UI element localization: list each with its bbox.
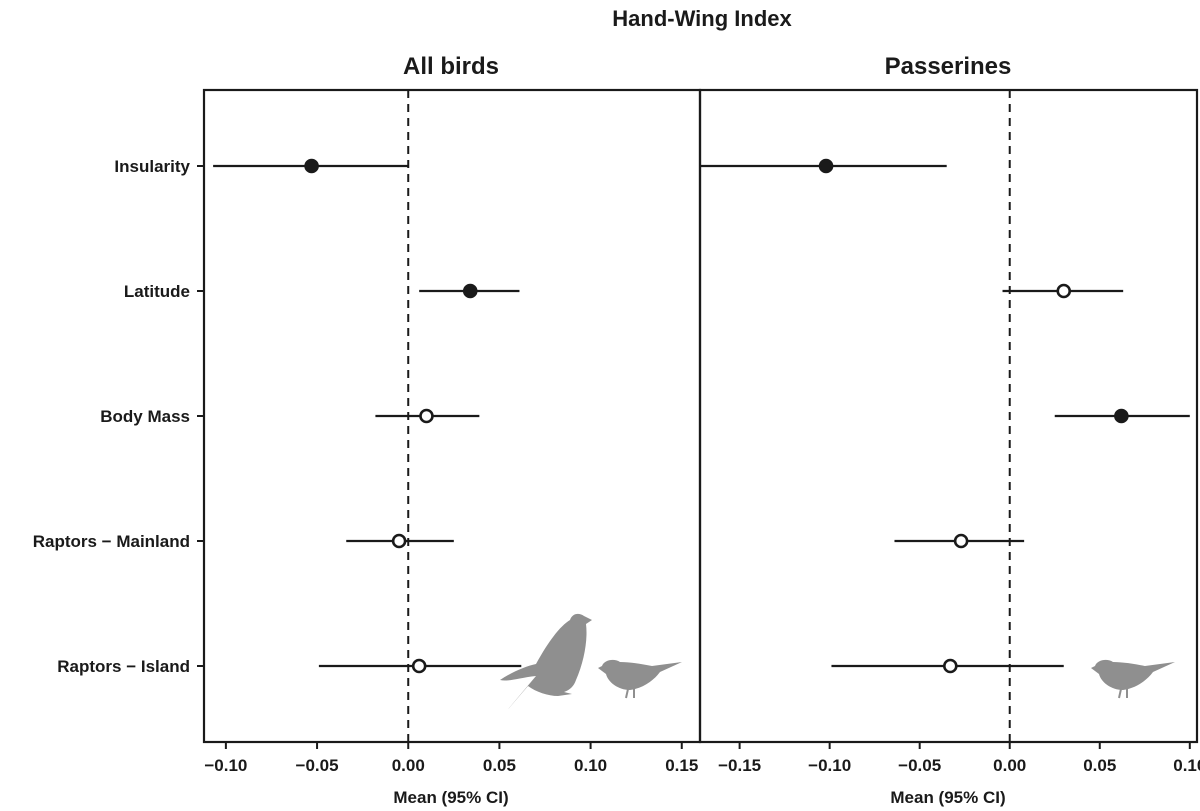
point-estimate-open bbox=[419, 408, 434, 424]
panel-frame bbox=[698, 88, 1199, 744]
songbird-silhouette bbox=[1091, 659, 1175, 699]
x-tick-label: 0.00 bbox=[392, 756, 425, 775]
songbird-body bbox=[1091, 659, 1175, 690]
x-tick-label: 0.05 bbox=[1083, 756, 1116, 775]
panel-passerines: Passerines Mean (95% CI) −0.15 −0.10 −0.05… bbox=[698, 53, 1200, 807]
songbird-silhouette bbox=[598, 659, 682, 699]
point-estimate-filled bbox=[818, 158, 834, 174]
x-tick-label: −0.05 bbox=[296, 756, 339, 775]
point-estimate-open bbox=[411, 658, 427, 674]
panel-title-all-birds: All birds bbox=[403, 53, 499, 80]
x-tick-label: −0.15 bbox=[718, 756, 761, 775]
x-tick-label: −0.10 bbox=[204, 756, 247, 775]
point-estimate-filled bbox=[1114, 408, 1129, 424]
point-estimate-open bbox=[391, 533, 407, 549]
songbird-leg bbox=[625, 688, 629, 699]
category-label: Raptors − Mainland bbox=[33, 532, 190, 551]
point-estimate-filled bbox=[462, 283, 478, 299]
x-axis-label-passerines: Mean (95% CI) bbox=[890, 788, 1005, 807]
point-estimate-open bbox=[1056, 283, 1072, 299]
x-tick-label: 0.15 bbox=[665, 756, 698, 775]
category-labels: Insularity Latitude Body Mass Raptors − Mai… bbox=[33, 157, 204, 676]
panel-title-passerines: Passerines bbox=[885, 53, 1012, 80]
panel-all-birds: All birds Mean (95% CI) −0.10 −0.05 0.00 0.… bbox=[202, 53, 702, 807]
point-estimate-filled bbox=[304, 158, 319, 174]
category-label: Insularity bbox=[114, 157, 190, 176]
x-tick-label: −0.05 bbox=[898, 756, 941, 775]
category-label: Latitude bbox=[124, 282, 190, 301]
point-estimate-open bbox=[953, 533, 969, 549]
x-tick-label: 0.10 bbox=[1173, 756, 1200, 775]
point-estimate-open bbox=[943, 658, 958, 674]
category-label: Body Mass bbox=[100, 407, 190, 426]
category-label: Raptors − Island bbox=[57, 657, 190, 676]
x-tick-label: 0.00 bbox=[993, 756, 1026, 775]
songbird-leg bbox=[1118, 688, 1122, 699]
chart-title: Hand-Wing Index bbox=[612, 6, 792, 31]
raptor-body bbox=[500, 613, 592, 714]
x-tick-label: −0.10 bbox=[808, 756, 851, 775]
x-tick-label: 0.05 bbox=[483, 756, 516, 775]
x-tick-label: 0.10 bbox=[574, 756, 607, 775]
x-axis-label-all-birds: Mean (95% CI) bbox=[393, 788, 508, 807]
raptor-silhouette bbox=[500, 613, 592, 714]
songbird-body bbox=[598, 659, 682, 690]
